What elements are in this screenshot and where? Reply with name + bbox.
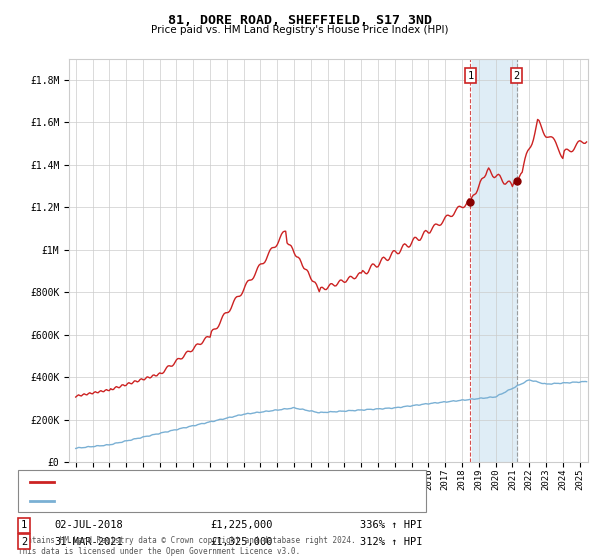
Text: 02-JUL-2018: 02-JUL-2018 xyxy=(54,520,123,530)
Text: HPI: Average price, detached house, Sheffield: HPI: Average price, detached house, Shef… xyxy=(60,496,325,506)
Text: 2: 2 xyxy=(514,71,520,81)
Text: Price paid vs. HM Land Registry's House Price Index (HPI): Price paid vs. HM Land Registry's House … xyxy=(151,25,449,35)
Text: 1: 1 xyxy=(21,520,27,530)
Text: 312% ↑ HPI: 312% ↑ HPI xyxy=(360,536,422,547)
Text: £1,225,000: £1,225,000 xyxy=(210,520,272,530)
Text: 2: 2 xyxy=(21,536,27,547)
Text: 31-MAR-2021: 31-MAR-2021 xyxy=(54,536,123,547)
Text: 81, DORE ROAD, SHEFFIELD, S17 3ND (detached house): 81, DORE ROAD, SHEFFIELD, S17 3ND (detac… xyxy=(60,477,354,487)
Text: Contains HM Land Registry data © Crown copyright and database right 2024.
This d: Contains HM Land Registry data © Crown c… xyxy=(18,536,356,556)
Text: £1,325,000: £1,325,000 xyxy=(210,536,272,547)
Text: 81, DORE ROAD, SHEFFIELD, S17 3ND: 81, DORE ROAD, SHEFFIELD, S17 3ND xyxy=(168,14,432,27)
Text: 336% ↑ HPI: 336% ↑ HPI xyxy=(360,520,422,530)
Text: 1: 1 xyxy=(467,71,473,81)
